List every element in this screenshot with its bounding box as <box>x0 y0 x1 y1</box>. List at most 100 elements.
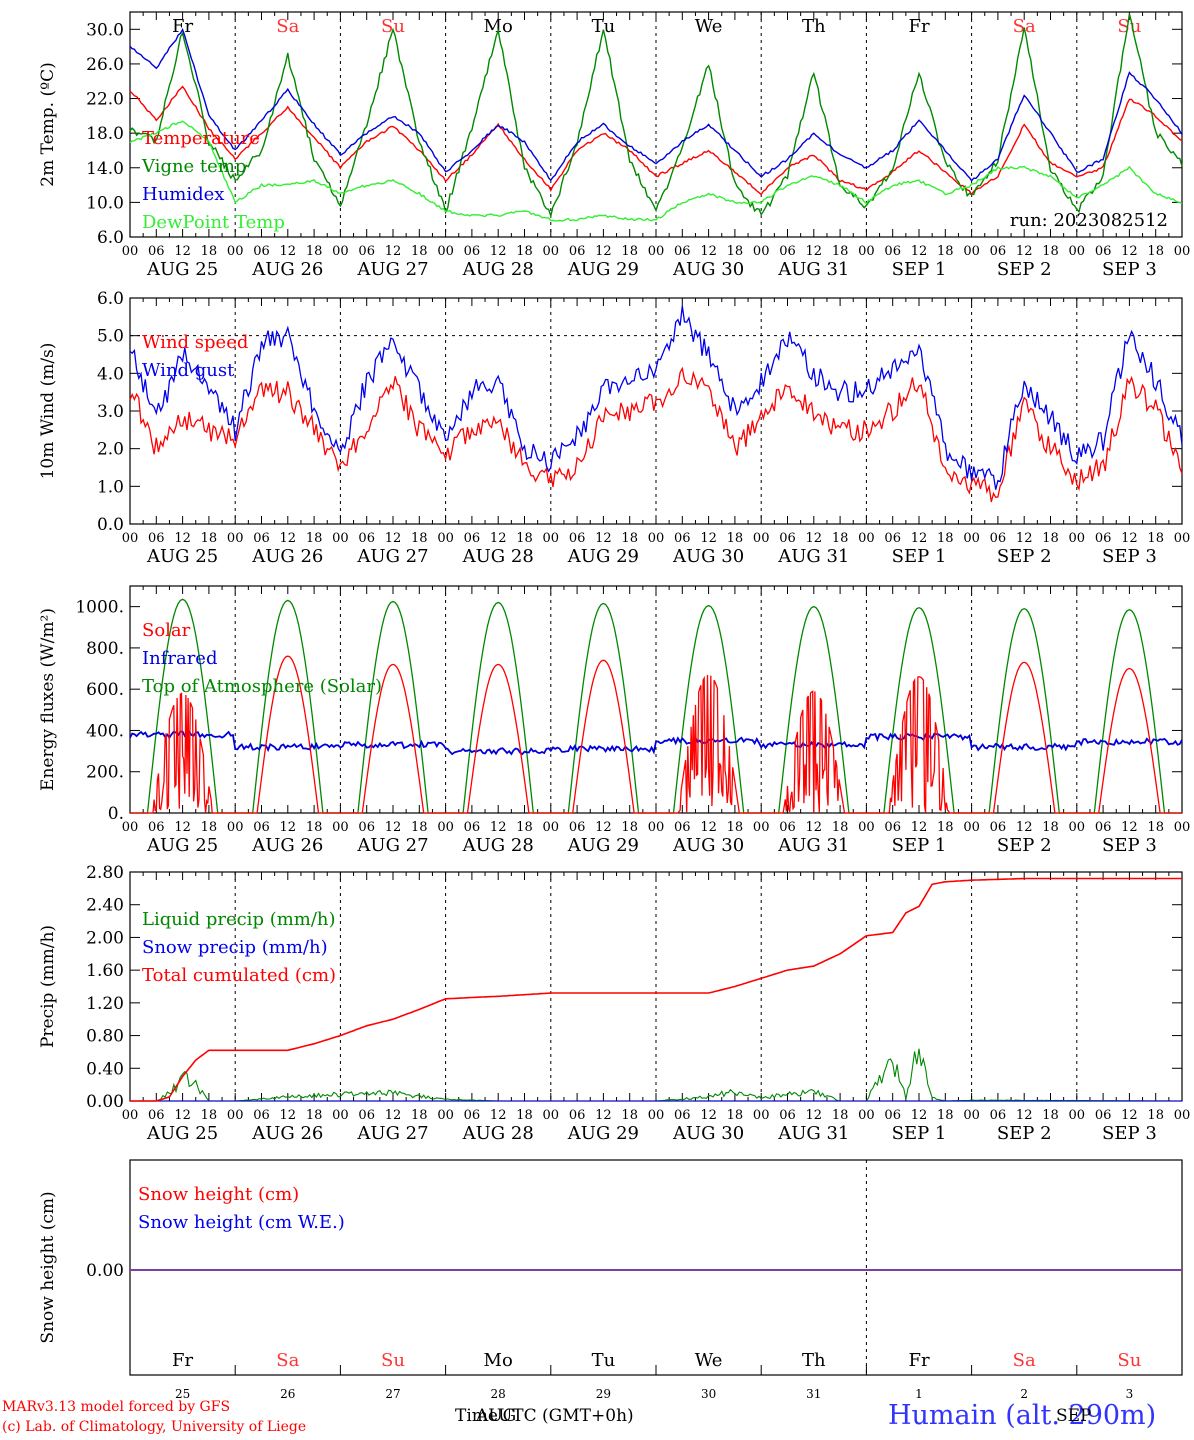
x-hour-label: 18 <box>201 1108 218 1123</box>
x-hour-label: 18 <box>1147 1108 1164 1123</box>
x-hour-label: 06 <box>674 1108 691 1123</box>
x-hour-label: 06 <box>358 531 375 546</box>
day-number-label: 29 <box>596 1387 611 1401</box>
x-hour-label: 12 <box>806 531 823 546</box>
x-hour-label: 00 <box>1174 820 1191 835</box>
weekday-label: Th <box>802 16 826 37</box>
x-hour-label: 00 <box>122 244 139 259</box>
weekday-label: Fr <box>908 16 929 37</box>
x-hour-label: 18 <box>411 1108 428 1123</box>
x-hour-label: 00 <box>753 244 770 259</box>
legend-snow-precip-mm-h-: Snow precip (mm/h) <box>142 937 328 958</box>
x-hour-label: 12 <box>700 244 717 259</box>
x-hour-label: 06 <box>779 244 796 259</box>
x-hour-label: 18 <box>937 244 954 259</box>
x-date-label: AUG 26 <box>251 835 323 856</box>
x-date-label: SEP 3 <box>1102 546 1157 567</box>
x-hour-label: 12 <box>385 820 402 835</box>
x-hour-label: 12 <box>595 244 612 259</box>
x-hour-label: 00 <box>858 1108 875 1123</box>
y-tick-label: 14.0 <box>86 159 124 179</box>
x-date-label: AUG 27 <box>356 835 428 856</box>
x-date-label: AUG 30 <box>672 546 744 567</box>
x-hour-label: 00 <box>332 1108 349 1123</box>
y-tick-label: 0.00 <box>86 1261 124 1281</box>
day-number-label: 26 <box>280 1387 295 1401</box>
x-hour-label: 18 <box>306 244 323 259</box>
x-hour-label: 12 <box>700 1108 717 1123</box>
x-hour-label: 00 <box>543 820 560 835</box>
y-tick-label: 2.00 <box>86 928 124 948</box>
legend-total-cumulated-cm-: Total cumulated (cm) <box>142 965 336 986</box>
run-annotation: run: 2023082512 <box>1010 210 1168 231</box>
x-hour-label: 06 <box>990 531 1007 546</box>
x-hour-label: 18 <box>937 531 954 546</box>
x-hour-label: 06 <box>1095 820 1112 835</box>
x-hour-label: 00 <box>543 244 560 259</box>
series-vigne-temp <box>129 13 1183 219</box>
x-hour-label: 12 <box>911 244 928 259</box>
day-number-label: 1 <box>915 1387 923 1401</box>
weekday-label: Mo <box>484 1350 513 1371</box>
y-tick-label: 4.0 <box>97 364 124 384</box>
x-hour-label: 00 <box>122 531 139 546</box>
x-date-label: SEP 2 <box>997 259 1052 280</box>
y-tick-label: 0.00 <box>86 1092 124 1112</box>
x-hour-label: 00 <box>963 244 980 259</box>
x-date-label: AUG 29 <box>567 1123 639 1144</box>
x-date-label: SEP 2 <box>997 835 1052 856</box>
weekday-label: Sa <box>276 1350 299 1371</box>
weekday-label: Su <box>1117 1350 1141 1371</box>
legend-wind-speed: Wind speed <box>142 332 248 353</box>
x-date-label: AUG 29 <box>567 546 639 567</box>
x-hour-label: 06 <box>464 820 481 835</box>
x-hour-label: 00 <box>648 1108 665 1123</box>
credit-line-2: (c) Lab. of Climatology, University of L… <box>2 1419 307 1435</box>
x-date-label: AUG 28 <box>462 1123 534 1144</box>
day-number-label: 28 <box>491 1387 506 1401</box>
weekday-label: Sa <box>276 16 299 37</box>
x-hour-label: 06 <box>884 244 901 259</box>
x-hour-label: 12 <box>490 1108 507 1123</box>
x-hour-label: 00 <box>543 1108 560 1123</box>
x-hour-label: 00 <box>858 244 875 259</box>
x-date-label: SEP 2 <box>997 1123 1052 1144</box>
weekday-label: Fr <box>172 1350 193 1371</box>
y-tick-label: 0.80 <box>86 1027 124 1047</box>
weekday-label: We <box>695 16 723 37</box>
weekday-label: Sa <box>1013 1350 1036 1371</box>
series-infrared <box>129 730 1183 756</box>
x-hour-label: 00 <box>332 820 349 835</box>
x-hour-label: 00 <box>1174 1108 1191 1123</box>
weekday-label: Th <box>802 1350 826 1371</box>
x-hour-label: 12 <box>174 244 191 259</box>
x-hour-label: 00 <box>1069 1108 1086 1123</box>
x-hour-label: 12 <box>1121 820 1138 835</box>
legend-snow-height-cm-w-e-: Snow height (cm W.E.) <box>138 1212 345 1233</box>
x-hour-label: 12 <box>490 820 507 835</box>
weekday-label: Tu <box>592 1350 616 1371</box>
x-hour-label: 18 <box>516 531 533 546</box>
x-date-label: AUG 28 <box>462 259 534 280</box>
x-hour-label: 06 <box>779 1108 796 1123</box>
y-tick-label: 1.20 <box>86 994 124 1014</box>
x-hour-label: 18 <box>1042 1108 1059 1123</box>
x-hour-label: 12 <box>1121 531 1138 546</box>
x-hour-label: 06 <box>253 244 270 259</box>
x-date-label: AUG 29 <box>567 259 639 280</box>
x-date-label: AUG 28 <box>462 546 534 567</box>
y-tick-label: 18.0 <box>86 124 124 144</box>
x-date-label: SEP 1 <box>892 1123 947 1144</box>
y-tick-label: 2.0 <box>97 440 124 460</box>
x-hour-label: 06 <box>674 820 691 835</box>
x-hour-label: 12 <box>595 531 612 546</box>
x-axis-title: TimeUTC (GMT+0h) <box>455 1406 634 1426</box>
y-tick-label: 10.0 <box>86 193 124 213</box>
x-hour-label: 18 <box>832 531 849 546</box>
x-hour-label: 18 <box>306 1108 323 1123</box>
y-tick-label: 30.0 <box>86 20 124 40</box>
weekday-label: Fr <box>172 16 193 37</box>
legend-snow-height-cm-: Snow height (cm) <box>138 1184 299 1205</box>
x-hour-label: 18 <box>727 244 744 259</box>
x-hour-label: 18 <box>516 1108 533 1123</box>
